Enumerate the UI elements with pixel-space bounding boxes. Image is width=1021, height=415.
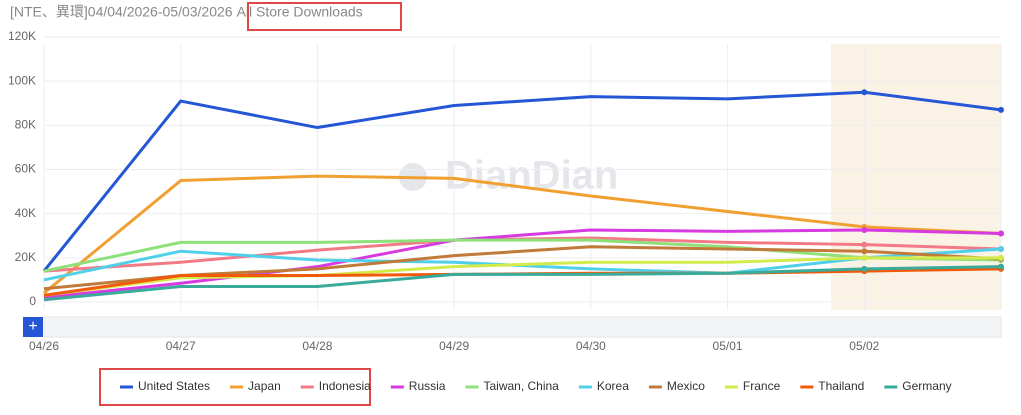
y-tick-label: 120K [8,29,36,43]
legend-label: Indonesia [319,379,371,393]
x-tick-label: 04/28 [302,339,332,353]
legend-label: Korea [597,379,629,393]
point [861,254,868,261]
y-tick-label: 100K [8,73,36,87]
series-line [43,265,1002,302]
x-tick-label: 04/29 [439,339,469,353]
highlight-box [247,2,402,31]
y-tick-label: 0 [29,294,36,308]
x-tick-label: 04/27 [166,339,196,353]
y-tick-label: 80K [15,118,36,132]
chart-title: [NTE、異環]04/04/2026-05/03/2026 [10,4,233,20]
legend-label: Japan [248,379,281,393]
legend-label: Germany [902,379,951,393]
series-line [43,174,1002,295]
point [998,263,1004,270]
point [861,227,868,234]
watermark: DianDian [445,154,618,198]
legend-label: Thailand [818,379,864,393]
legend-label: Taiwan, China [483,379,559,393]
zoom-button[interactable] [23,317,43,337]
series-line [43,256,1001,297]
highlight-box [99,368,371,406]
x-tick-label: 04/30 [576,339,606,353]
y-tick-label: 20K [15,250,36,264]
point [861,248,868,255]
y-tick-label: 60K [15,162,36,176]
point [998,230,1004,237]
scrollbar [43,316,1002,338]
point [861,265,868,272]
point [861,241,868,248]
x-tick-label: 04/26 [29,339,59,353]
chart-subtitle: All Store Downloads [237,4,363,20]
legend-label: Mexico [667,379,705,393]
y-tick-label: 40K [15,206,36,220]
zoom-icon[interactable]: + [28,318,37,335]
point [998,254,1004,261]
series-line [42,90,1002,273]
point [998,106,1004,113]
legend-label: France [743,379,781,393]
point [861,89,868,96]
point [998,246,1004,252]
series-line [43,228,1002,300]
x-tick-label: 05/02 [849,339,879,353]
x-tick-label: 05/01 [713,339,743,353]
series-line [43,238,1002,273]
legend-label: Russia [409,379,446,393]
legend-label: United States [138,379,210,393]
